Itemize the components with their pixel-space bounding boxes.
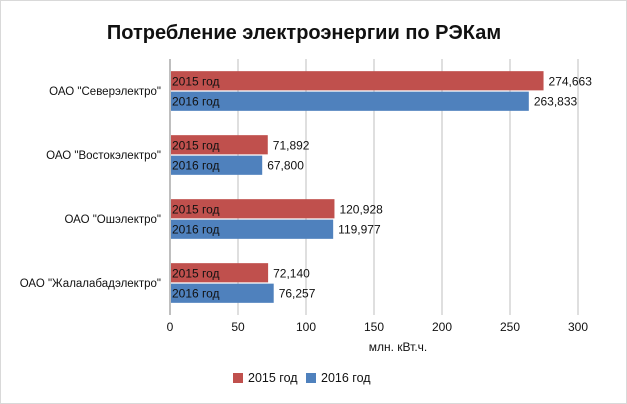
bar	[171, 91, 529, 111]
category-label: ОАО "Ошэлектро"	[64, 214, 161, 226]
x-tick-label: 0	[167, 320, 174, 334]
legend-swatch	[306, 373, 316, 383]
x-tick-label: 100	[296, 320, 316, 334]
data-label: 263,833	[534, 95, 578, 109]
x-tick-label: 150	[364, 320, 384, 334]
data-label: 72,140	[273, 266, 310, 280]
bar-series-label: 2015 год	[172, 202, 220, 216]
x-tick-label: 50	[231, 320, 245, 334]
bar	[171, 135, 268, 155]
bar	[171, 283, 274, 303]
bar	[171, 199, 335, 219]
legend-swatch	[233, 373, 243, 383]
x-tick-label: 200	[432, 320, 452, 334]
data-label: 76,257	[279, 287, 316, 301]
bar	[171, 155, 263, 175]
category-label: ОАО "Востокэлектро"	[46, 150, 161, 162]
data-label: 67,800	[267, 159, 304, 173]
bar	[171, 219, 334, 239]
x-axis-title: млн. кВт.ч.	[369, 340, 428, 354]
category-label: ОАО "Северэлектро"	[49, 86, 161, 98]
data-label: 120,928	[339, 202, 383, 216]
bar-series-label: 2015 год	[172, 74, 220, 88]
bar-series-label: 2016 год	[172, 223, 220, 237]
data-label: 119,977	[338, 223, 381, 237]
bar-series-label: 2016 год	[172, 159, 220, 173]
labels-layer: ОАО "Северэлектро" 2015 год 274,663 2016 го…	[20, 74, 593, 300]
bar-series-label: 2015 год	[172, 138, 220, 152]
bar	[171, 263, 269, 283]
category-label: ОАО "Жалалабадэлектро"	[20, 278, 161, 290]
legend-label: 2015 год	[248, 371, 298, 385]
legend-label: 2016 год	[321, 371, 371, 385]
bars-layer	[171, 71, 544, 303]
bar-series-label: 2016 год	[172, 287, 220, 301]
data-label: 274,663	[549, 74, 593, 88]
bar-series-label: 2016 год	[172, 95, 220, 109]
x-tick-label: 250	[500, 320, 520, 334]
axis-layer: 0 50 100 150 200 250 300	[167, 59, 588, 334]
bar	[171, 71, 544, 91]
bar-series-label: 2015 год	[172, 266, 220, 280]
x-tick-label: 300	[568, 320, 588, 334]
legend: 2015 год 2016 год	[233, 371, 371, 385]
chart-title: Потребление электроэнергии по РЭКам	[107, 22, 501, 44]
data-label: 71,892	[273, 138, 310, 152]
